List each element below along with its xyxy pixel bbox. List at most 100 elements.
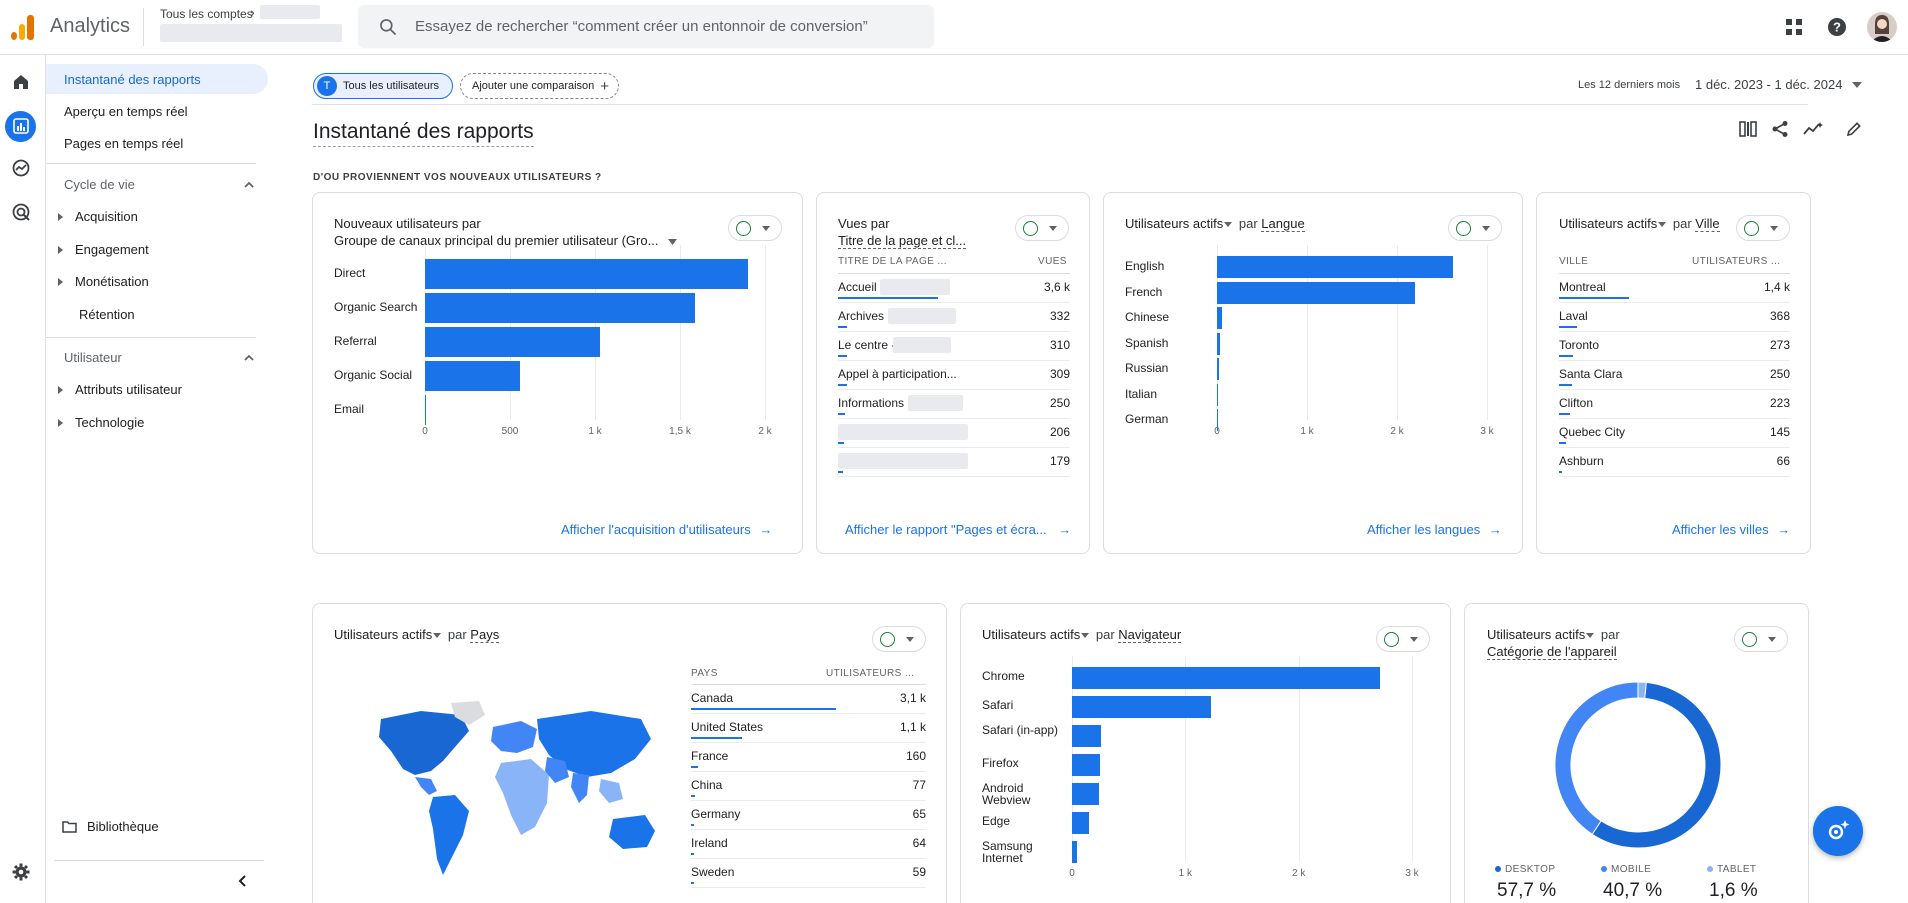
- insights-fab-button[interactable]: [1813, 806, 1863, 856]
- app-title[interactable]: Analytics: [50, 15, 131, 37]
- chevron-up-icon[interactable]: [242, 351, 256, 365]
- edit-pencil-icon[interactable]: [1843, 118, 1865, 140]
- column-header-city[interactable]: VILLE: [1559, 256, 1589, 267]
- title-dimension[interactable]: Groupe de canaux principal du premier ut…: [334, 233, 659, 248]
- nav-section-lifecycle[interactable]: Cycle de vie: [64, 177, 135, 192]
- explore-icon[interactable]: [9, 156, 33, 180]
- table-row[interactable]: 179: [838, 448, 1070, 477]
- nav-item-engagement[interactable]: Engagement: [58, 242, 149, 257]
- bar[interactable]: [1217, 256, 1453, 278]
- donut-slice-tablet[interactable]: [1637, 681, 1647, 699]
- metric-dropdown-icon[interactable]: [1586, 633, 1595, 638]
- table-row[interactable]: Santa Clara 250: [1559, 361, 1790, 390]
- metric-dropdown-icon[interactable]: [1658, 222, 1667, 227]
- insights-icon[interactable]: [1802, 118, 1824, 140]
- table-row[interactable]: Archives 332: [838, 303, 1070, 332]
- title-metric[interactable]: Utilisateurs actifs: [334, 627, 433, 642]
- chevron-up-icon[interactable]: [242, 178, 256, 192]
- title-metric[interactable]: Utilisateurs actifs: [1559, 216, 1658, 231]
- settings-gear-icon[interactable]: [9, 860, 33, 884]
- device-donut-chart[interactable]: [1553, 680, 1723, 850]
- view-pages-report-link[interactable]: Afficher le rapport "Pages et écra... →: [845, 522, 1071, 537]
- search-bar[interactable]: Essayez de rechercher “comment créer un …: [358, 5, 934, 48]
- card-title[interactable]: Vues par Titre de la page et cl...: [838, 215, 967, 249]
- title-metric[interactable]: Utilisateurs actifs: [982, 627, 1081, 642]
- table-row[interactable]: Montreal 1,4 k: [1559, 274, 1790, 303]
- title-dimension[interactable]: Pays: [470, 627, 500, 643]
- dimension-dropdown-icon[interactable]: [668, 239, 678, 245]
- title-metric[interactable]: Utilisateurs actifs: [1125, 216, 1224, 231]
- nav-item-technology[interactable]: Technologie: [58, 415, 144, 430]
- date-range-preset[interactable]: Les 12 derniers mois: [1578, 79, 1681, 91]
- analytics-logo-icon[interactable]: [9, 14, 35, 40]
- date-dropdown-icon[interactable]: [1852, 82, 1862, 88]
- reports-icon[interactable]: [9, 114, 33, 138]
- donut-slice-mobile[interactable]: [1554, 681, 1639, 835]
- account-name-redacted[interactable]: [260, 5, 320, 19]
- bar[interactable]: [425, 361, 521, 391]
- donut-slice-desktop[interactable]: [1591, 681, 1722, 849]
- column-header-views[interactable]: VUES: [1038, 256, 1067, 267]
- card-title[interactable]: Utilisateurs actifs par Navigateur: [982, 626, 1182, 643]
- title-dimension[interactable]: Titre de la page et cl...: [838, 233, 967, 249]
- bar[interactable]: [1217, 307, 1223, 329]
- world-map[interactable]: [351, 699, 681, 889]
- title-dimension[interactable]: Catégorie de l'appareil: [1487, 644, 1617, 660]
- add-comparison-button[interactable]: Ajouter une comparaison +: [460, 73, 619, 99]
- bar[interactable]: [1217, 409, 1218, 431]
- status-check-dropdown[interactable]: [1015, 215, 1069, 241]
- nav-item-reports-snapshot[interactable]: Instantané des rapports: [46, 64, 268, 94]
- table-row[interactable]: China 77: [691, 772, 926, 801]
- table-row[interactable]: France 160: [691, 743, 926, 772]
- collapse-chevron-left-icon[interactable]: [236, 874, 250, 888]
- title-dimension[interactable]: Ville: [1695, 216, 1720, 232]
- bar[interactable]: [425, 259, 748, 289]
- card-title[interactable]: Utilisateurs actifs par Pays: [334, 626, 500, 643]
- avatar[interactable]: [1867, 12, 1897, 42]
- table-row[interactable]: Ashburn 66: [1559, 448, 1790, 477]
- nav-section-user[interactable]: Utilisateur: [64, 350, 122, 365]
- view-languages-link[interactable]: Afficher les langues →: [1367, 522, 1502, 537]
- bar[interactable]: [1072, 783, 1100, 805]
- chevron-right-icon[interactable]: ›: [250, 4, 255, 20]
- status-check-dropdown[interactable]: [1376, 626, 1430, 652]
- bar[interactable]: [1072, 667, 1381, 689]
- accounts-label[interactable]: Tous les comptes: [160, 7, 253, 21]
- nav-item-monetization[interactable]: Monétisation: [58, 274, 149, 289]
- table-row[interactable]: Canada 3,1 k: [691, 685, 926, 714]
- column-header-page-title[interactable]: TITRE DE LA PAGE ...: [838, 256, 947, 267]
- title-dimension[interactable]: Langue: [1261, 216, 1305, 232]
- bar[interactable]: [1072, 754, 1101, 776]
- bar[interactable]: [1072, 812, 1089, 834]
- bar[interactable]: [1072, 696, 1212, 718]
- bar[interactable]: [425, 327, 601, 357]
- bar[interactable]: [1072, 841, 1078, 863]
- title-metric[interactable]: Utilisateurs actifs: [1487, 627, 1586, 642]
- table-row[interactable]: Sweden 59: [691, 859, 926, 888]
- bar[interactable]: [425, 293, 696, 323]
- date-range-value[interactable]: 1 déc. 2023 - 1 déc. 2024: [1695, 77, 1843, 92]
- column-header-users[interactable]: UTILISATEURS ...: [826, 668, 915, 679]
- bar[interactable]: [1072, 725, 1102, 747]
- property-name-redacted[interactable]: [160, 24, 342, 42]
- column-header-country[interactable]: PAYS: [691, 668, 718, 679]
- nav-item-acquisition[interactable]: Acquisition: [58, 209, 138, 224]
- card-title[interactable]: Utilisateurs actifs par Langue: [1125, 215, 1305, 232]
- table-row[interactable]: Appel à participation... 309: [838, 361, 1070, 390]
- nav-item-realtime-pages[interactable]: Pages en temps réel: [64, 135, 184, 151]
- view-acquisition-link[interactable]: Afficher l'acquisition d'utilisateurs →: [561, 522, 772, 537]
- nav-item-library[interactable]: Bibliothèque: [62, 819, 159, 834]
- bar[interactable]: [1217, 358, 1220, 380]
- metric-dropdown-icon[interactable]: [433, 633, 442, 638]
- card-title[interactable]: Utilisateurs actifs par Catégorie de l'a…: [1487, 626, 1620, 660]
- card-title[interactable]: Nouveaux utilisateurs par Groupe de cana…: [334, 215, 678, 249]
- nav-item-realtime-overview[interactable]: Aperçu en temps réel: [64, 103, 188, 119]
- nav-item-retention[interactable]: Rétention: [79, 307, 135, 322]
- status-check-dropdown[interactable]: [728, 215, 782, 241]
- table-row[interactable]: Laval 368: [1559, 303, 1790, 332]
- share-icon[interactable]: [1769, 118, 1791, 140]
- table-row[interactable]: Accueil 3,6 k: [838, 274, 1070, 303]
- table-row[interactable]: Ireland 64: [691, 830, 926, 859]
- comparison-chip-all-users[interactable]: T Tous les utilisateurs: [313, 73, 453, 99]
- table-row[interactable]: 206: [838, 419, 1070, 448]
